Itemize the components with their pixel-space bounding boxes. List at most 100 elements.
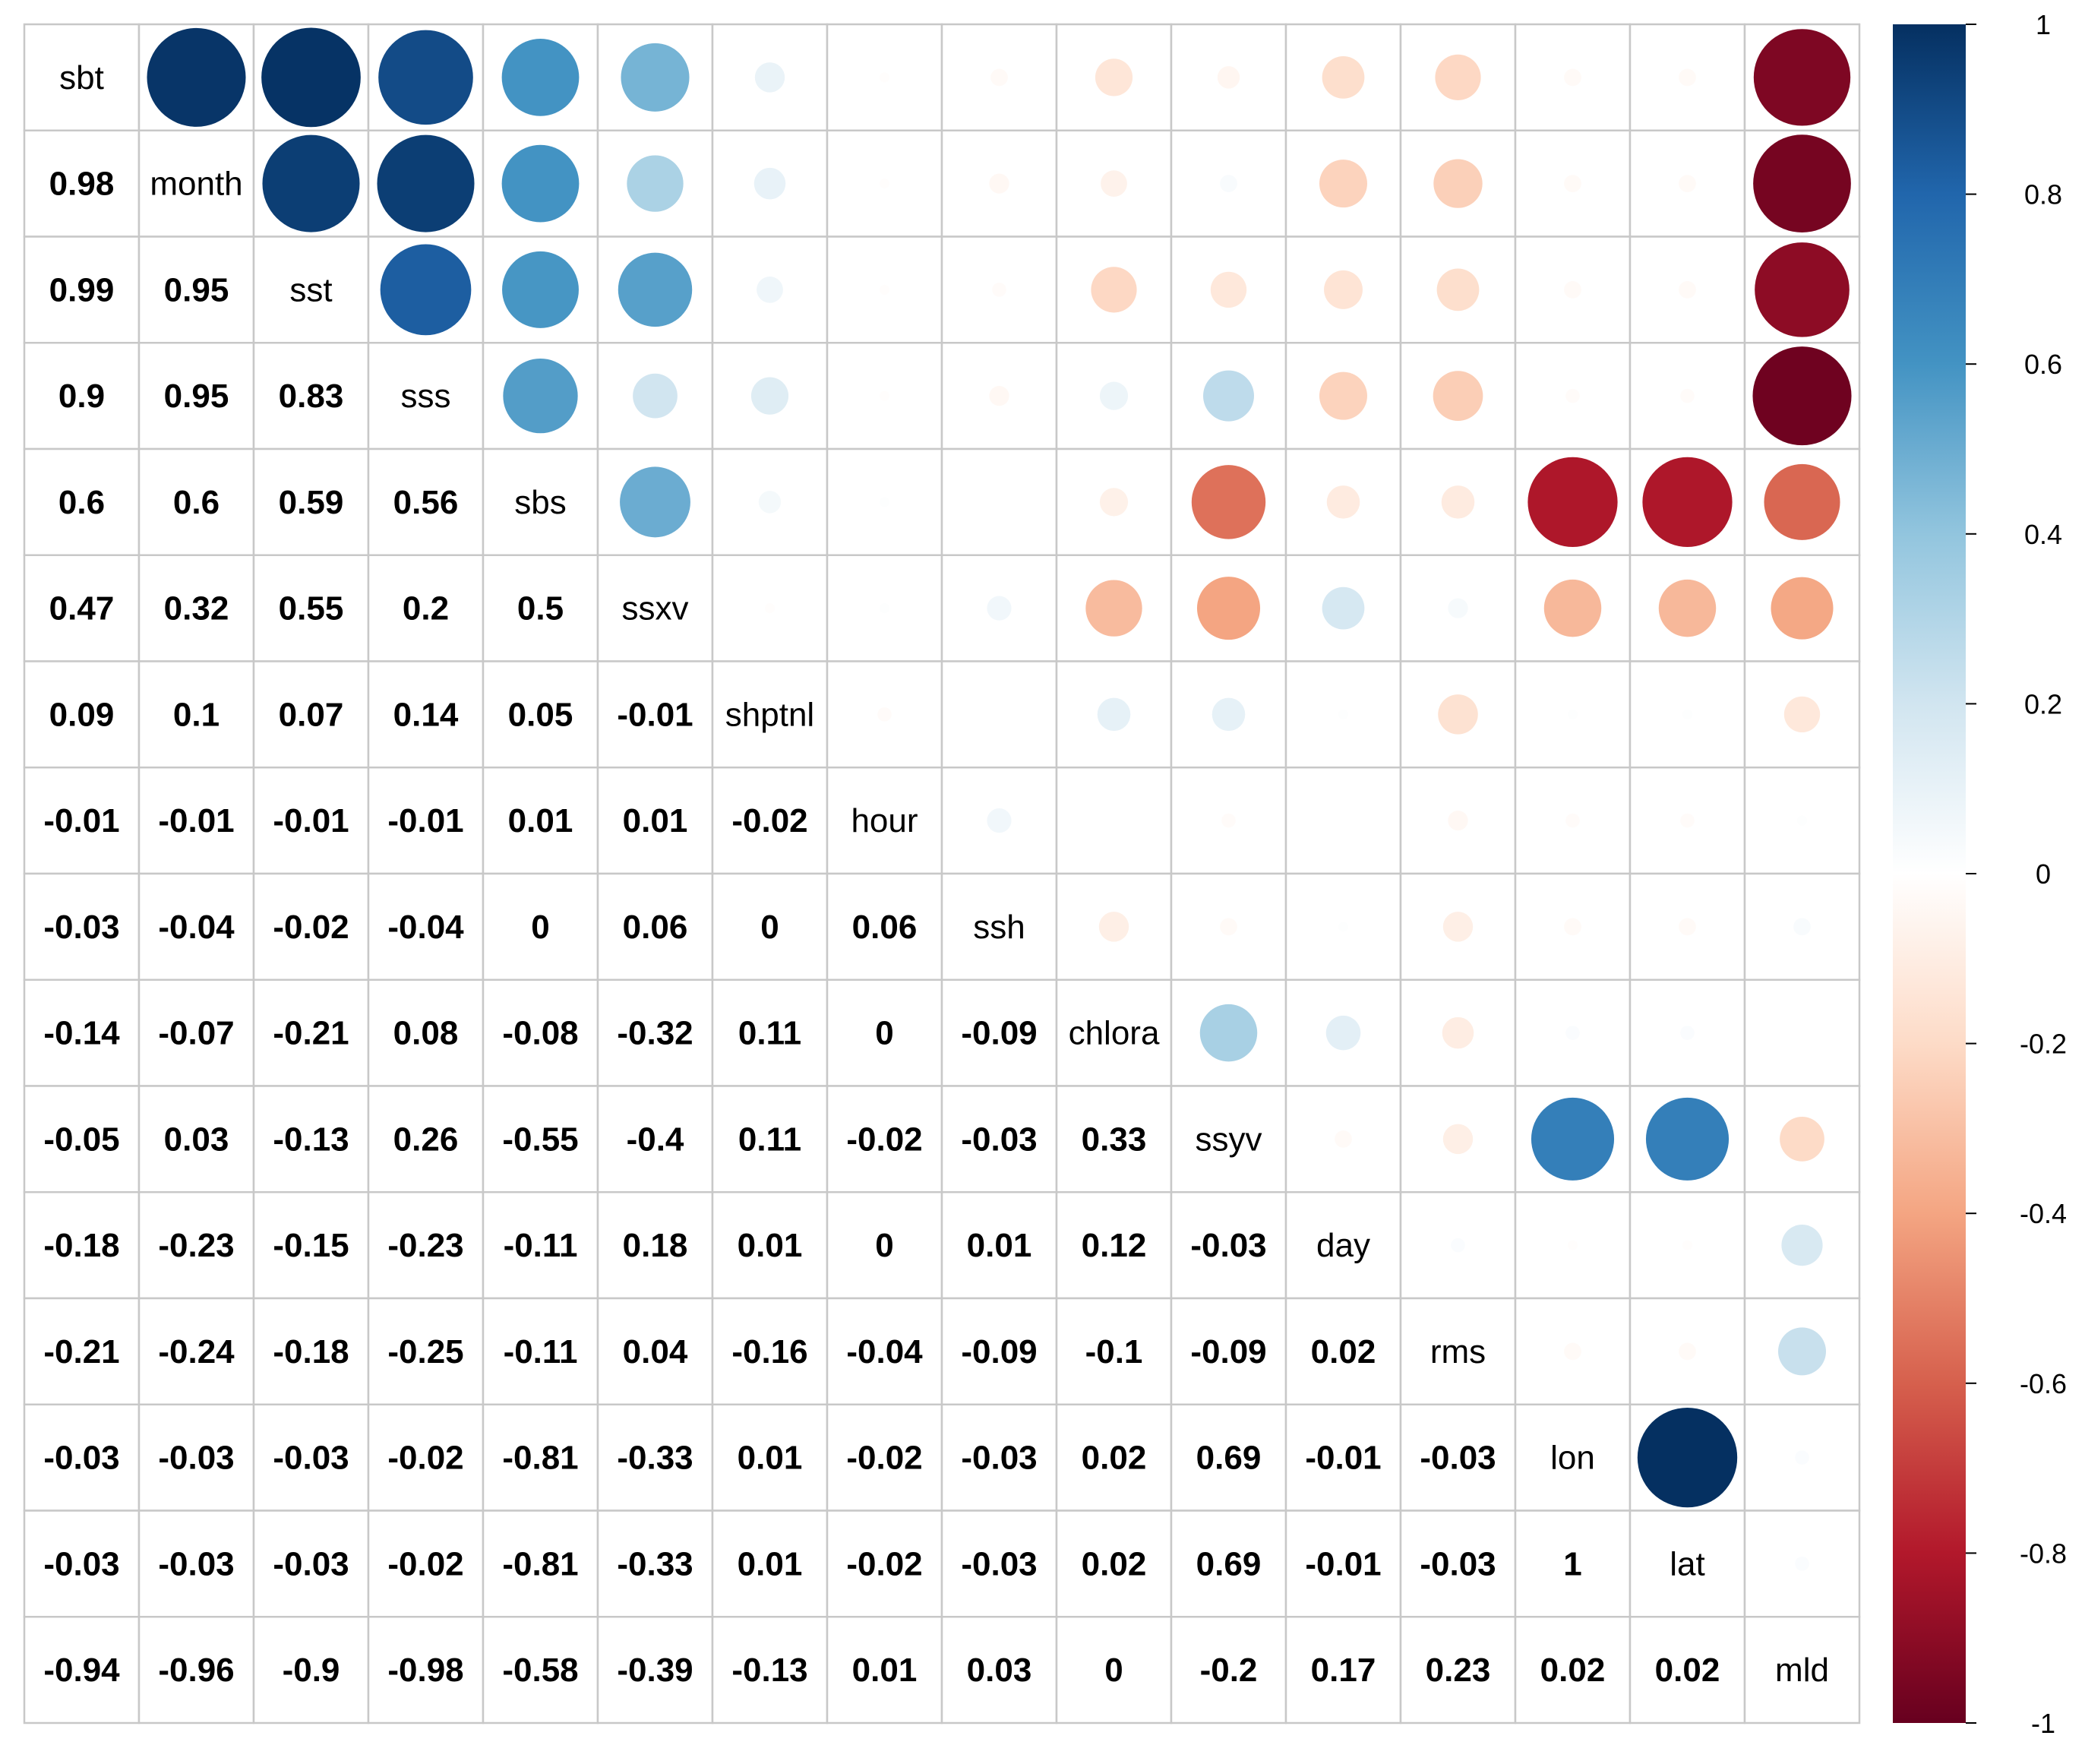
- correlation-value: 0.01: [508, 802, 573, 839]
- matrix-cell: [1399, 1616, 1517, 1724]
- correlation-value: -0.03: [1190, 1227, 1266, 1264]
- matrix-cell: [367, 1616, 485, 1724]
- correlation-circle: [1319, 160, 1367, 208]
- colorbar-tick-label: 0.2: [2024, 688, 2062, 719]
- correlation-circle: [147, 27, 246, 127]
- correlation-circle: [1097, 697, 1131, 732]
- correlation-value: 0.5: [517, 590, 564, 628]
- correlation-circle: [1565, 1026, 1580, 1040]
- correlation-circle: [989, 385, 1009, 406]
- correlation-circle: [1781, 1225, 1823, 1266]
- matrix-cell: [367, 872, 485, 981]
- correlation-value: -0.03: [43, 1545, 119, 1582]
- correlation-circle: [990, 68, 1008, 87]
- correlation-circle: [501, 38, 580, 116]
- correlation-circle: [989, 173, 1009, 194]
- correlation-circle: [1441, 485, 1475, 519]
- correlation-value: -0.01: [1305, 1545, 1381, 1582]
- correlation-circle: [1682, 1240, 1693, 1250]
- correlation-value: -0.9: [283, 1652, 340, 1689]
- correlation-circle: [764, 603, 776, 614]
- correlation-value: 0.69: [1196, 1545, 1262, 1582]
- correlation-circle: [1221, 813, 1236, 828]
- correlation-value: 0.47: [49, 590, 115, 628]
- correlation-value: -0.03: [961, 1440, 1037, 1477]
- correlation-circle: [621, 43, 690, 112]
- correlation-value: -0.02: [846, 1121, 922, 1158]
- correlation-value: 0.23: [1426, 1652, 1491, 1689]
- correlation-circle: [1793, 918, 1811, 936]
- matrix-cell: [1055, 1297, 1173, 1405]
- matrix-cell: [940, 660, 1058, 769]
- correlation-circle: [1448, 598, 1468, 618]
- correlation-value: -0.03: [43, 1440, 119, 1477]
- correlation-circle: [1435, 54, 1481, 100]
- correlation-circle: [1658, 579, 1717, 637]
- correlation-value: 0.01: [967, 1227, 1032, 1264]
- correlation-value: -0.21: [43, 1333, 119, 1370]
- matrix-cell: [711, 1510, 829, 1618]
- correlation-circle: [1438, 694, 1478, 735]
- matrix-cell: [23, 1085, 141, 1193]
- matrix-cell: [367, 978, 485, 1087]
- correlation-value: -0.02: [846, 1440, 922, 1477]
- correlation-value: -0.2: [1200, 1652, 1258, 1689]
- correlation-circle: [1795, 1450, 1809, 1465]
- variable-label: day: [1316, 1227, 1370, 1264]
- matrix-cell: [711, 1297, 829, 1405]
- correlation-circle: [987, 596, 1012, 621]
- correlation-circle: [1682, 709, 1693, 719]
- correlation-circle: [1212, 697, 1246, 732]
- correlation-circle: [1564, 280, 1581, 299]
- correlation-value: 0.02: [1082, 1545, 1147, 1582]
- matrix-cell: [137, 1616, 255, 1724]
- variable-label: shptnl: [725, 696, 814, 733]
- correlation-circle: [1319, 371, 1367, 420]
- variable-label: sst: [289, 271, 332, 308]
- correlation-value: -0.94: [43, 1652, 120, 1689]
- matrix-cell: [137, 767, 255, 875]
- matrix-cell: [1399, 554, 1517, 662]
- correlation-circle: [377, 134, 475, 232]
- matrix-cell: [367, 767, 485, 875]
- matrix-cell: [1284, 1616, 1402, 1724]
- correlation-value: -0.21: [273, 1015, 349, 1052]
- correlation-value: -0.33: [617, 1440, 693, 1477]
- correlation-value: -0.03: [273, 1545, 349, 1582]
- correlation-circle: [1752, 346, 1852, 446]
- correlation-circle: [1567, 1240, 1578, 1250]
- correlation-value: 0.11: [738, 1121, 801, 1158]
- matrix-cell: [137, 1297, 255, 1405]
- correlation-value: -0.13: [731, 1652, 807, 1689]
- correlation-circle: [1220, 175, 1237, 193]
- matrix-cell: [367, 447, 485, 556]
- matrix-cell: [826, 1616, 943, 1724]
- correlation-circle: [633, 373, 678, 419]
- correlation-value: -0.16: [731, 1333, 807, 1370]
- correlation-circle: [1217, 66, 1240, 89]
- correlation-value: 0: [875, 1227, 893, 1264]
- correlation-value: -0.11: [504, 1333, 578, 1370]
- correlation-circle: [378, 30, 473, 125]
- correlation-circle: [1679, 175, 1696, 193]
- correlation-value: 0: [531, 909, 549, 946]
- colorbar-tick-label: -0.8: [2020, 1538, 2067, 1569]
- matrix-cell: [1743, 978, 1861, 1087]
- correlation-value: -0.03: [273, 1440, 349, 1477]
- correlation-value: -0.03: [43, 909, 119, 946]
- correlation-circle: [1203, 370, 1254, 422]
- correlation-value: 0.02: [1311, 1333, 1376, 1370]
- correlation-value: 0.33: [1082, 1121, 1147, 1158]
- correlation-value: 1: [1563, 1545, 1581, 1582]
- correlation-circle: [1783, 696, 1821, 733]
- correlation-value: 0.95: [164, 271, 229, 308]
- matrix-cell: [1514, 1510, 1632, 1618]
- correlation-circle: [1326, 485, 1360, 519]
- correlation-value: 0.14: [393, 696, 459, 733]
- matrix-cell: [252, 447, 370, 556]
- correlation-circle: [1099, 381, 1129, 410]
- variable-label: sbt: [59, 59, 104, 96]
- correlation-circle: [754, 62, 785, 93]
- correlation-circle: [753, 167, 786, 200]
- correlation-value: -0.81: [502, 1440, 578, 1477]
